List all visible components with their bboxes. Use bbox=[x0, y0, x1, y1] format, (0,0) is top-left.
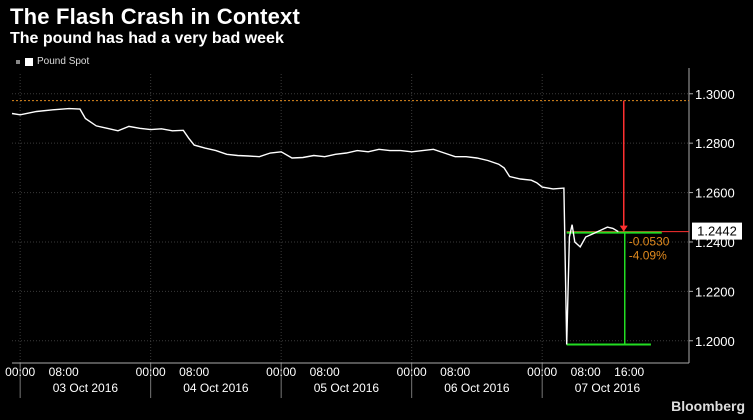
legend-swatch bbox=[25, 57, 33, 66]
x-tick-label: 08:00 bbox=[571, 365, 601, 379]
page-subtitle: The pound has had a very bad week bbox=[10, 30, 284, 47]
legend-label: Pound Spot bbox=[37, 56, 90, 67]
x-date-label: 04 Oct 2016 bbox=[183, 381, 249, 395]
last-value-label: 1.2442 bbox=[697, 224, 737, 239]
y-tick-label: 1.2000 bbox=[695, 334, 735, 349]
x-tick-label: 00:00 bbox=[5, 365, 35, 379]
y-tick-label: 1.3000 bbox=[695, 87, 735, 102]
change-pct-label: -4.09% bbox=[629, 249, 667, 263]
x-tick-label: 00:00 bbox=[397, 365, 427, 379]
x-date-label: 05 Oct 2016 bbox=[314, 381, 380, 395]
y-tick-label: 1.2200 bbox=[695, 284, 735, 299]
x-tick-label: 08:00 bbox=[310, 365, 340, 379]
legend: Pound Spot bbox=[16, 56, 89, 67]
page-title: The Flash Crash in Context bbox=[10, 4, 301, 29]
x-tick-label: 00:00 bbox=[136, 365, 166, 379]
brand-logo: Bloomberg bbox=[671, 398, 745, 414]
drop-arrow-icon bbox=[619, 225, 628, 232]
x-tick-label: 00:00 bbox=[266, 365, 296, 379]
x-tick-label: 08:00 bbox=[179, 365, 209, 379]
x-tick-label: 16:00 bbox=[614, 365, 644, 379]
change-label: -0.0530 bbox=[629, 235, 670, 249]
x-tick-label: 00:00 bbox=[527, 365, 557, 379]
x-date-label: 03 Oct 2016 bbox=[53, 381, 119, 395]
x-date-label: 07 Oct 2016 bbox=[575, 381, 641, 395]
x-tick-label: 08:00 bbox=[440, 365, 470, 379]
x-tick-label: 08:00 bbox=[49, 365, 79, 379]
x-date-label: 06 Oct 2016 bbox=[444, 381, 510, 395]
y-tick-label: 1.2800 bbox=[695, 136, 735, 151]
legend-marker-icon bbox=[16, 59, 20, 64]
y-tick-label: 1.2600 bbox=[695, 186, 735, 201]
last-value-tag bbox=[692, 222, 742, 240]
series-line-pound-spot bbox=[11, 107, 619, 345]
